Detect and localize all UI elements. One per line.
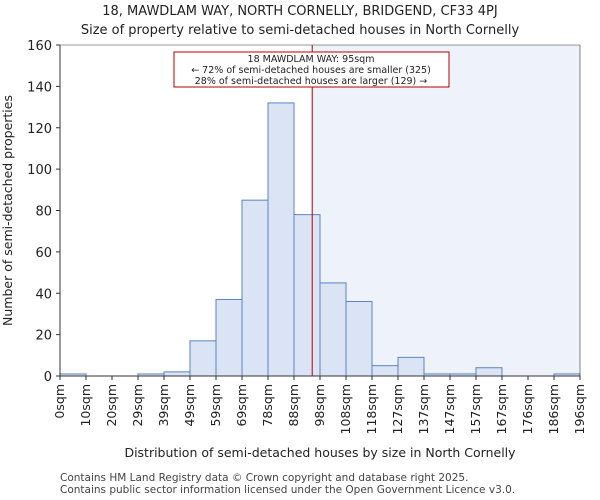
- x-tick-label: 137sqm: [416, 384, 431, 434]
- x-tick-label: 186sqm: [546, 384, 561, 434]
- y-tick-label: 160: [27, 39, 52, 54]
- annotation-smaller: ← 72% of semi-detached houses are smalle…: [191, 65, 431, 76]
- annotation-larger: 28% of semi-detached houses are larger (…: [195, 76, 428, 87]
- x-tick-label: 59sqm: [208, 384, 223, 427]
- bar-88sqm: [293, 214, 321, 377]
- x-tick-label: 176sqm: [520, 384, 535, 434]
- y-tick-label: 120: [27, 122, 52, 137]
- marker-annotation: 18 MAWDLAM WAY: 95sqm ← 72% of semi-deta…: [173, 51, 450, 88]
- y-tick-label: 20: [35, 329, 52, 344]
- x-axis-ticks: 0sqm 10sqm 20sqm 29sqm 39sqm 49sqm 59sqm 69sqm 7…: [52, 376, 587, 434]
- bar-39sqm: [163, 371, 191, 377]
- x-tick-label: 157sqm: [468, 384, 483, 434]
- x-tick-label: 49sqm: [182, 384, 197, 427]
- x-tick-label: 29sqm: [130, 384, 145, 427]
- y-axis-label: Number of semi-detached properties: [0, 95, 15, 326]
- annotation-title: 18 MAWDLAM WAY: 95sqm: [248, 54, 375, 65]
- y-tick-label: 60: [35, 246, 52, 261]
- y-tick-label: 40: [35, 287, 52, 302]
- histogram-chart: 18 MAWDLAM WAY: 95sqm ← 72% of semi-deta…: [0, 39, 587, 460]
- bar-98sqm: [319, 282, 347, 377]
- footer-line-2: Contains public sector information licen…: [60, 484, 516, 496]
- x-tick-label: 118sqm: [364, 384, 379, 434]
- x-tick-label: 10sqm: [78, 384, 93, 427]
- bar-157sqm: [475, 367, 503, 377]
- x-tick-label: 98sqm: [312, 384, 327, 427]
- x-axis-label: Distribution of semi-detached houses by …: [124, 445, 516, 460]
- bar-69sqm: [241, 199, 269, 377]
- y-tick-label: 140: [27, 80, 52, 95]
- x-tick-label: 78sqm: [260, 384, 275, 427]
- bar-127sqm: [397, 356, 425, 377]
- bar-59sqm: [215, 298, 243, 377]
- footer: Contains HM Land Registry data © Crown c…: [60, 472, 515, 496]
- x-tick-label: 127sqm: [390, 384, 405, 434]
- bar-49sqm: [189, 340, 217, 377]
- y-tick-label: 80: [35, 205, 52, 220]
- x-tick-label: 0sqm: [52, 384, 67, 419]
- y-axis-ticks: 0 20 40 60 80 100 120 140 160: [27, 39, 60, 385]
- chart-title: 18, MAWDLAM WAY, NORTH CORNELLY, BRIDGEN…: [0, 2, 600, 40]
- y-tick-label: 0: [44, 370, 52, 385]
- x-tick-label: 147sqm: [442, 384, 457, 434]
- bar-118sqm: [371, 365, 399, 377]
- y-tick-label: 100: [27, 163, 52, 178]
- x-tick-label: 88sqm: [286, 384, 301, 427]
- bar-78sqm: [267, 102, 295, 377]
- annotation-box: [173, 51, 450, 88]
- x-tick-label: 20sqm: [104, 384, 119, 427]
- footer-line-1: Contains HM Land Registry data © Crown c…: [60, 472, 469, 484]
- title-line-2: Size of property relative to semi-detach…: [80, 23, 520, 38]
- title-line-1: 18, MAWDLAM WAY, NORTH CORNELLY, BRIDGEN…: [102, 4, 498, 19]
- x-tick-label: 196sqm: [572, 384, 587, 434]
- x-tick-label: 69sqm: [234, 384, 249, 427]
- x-tick-label: 39sqm: [156, 384, 171, 427]
- bars: [59, 102, 581, 377]
- x-tick-label: 108sqm: [338, 384, 353, 434]
- bar-108sqm: [345, 301, 373, 377]
- x-tick-label: 167sqm: [494, 384, 509, 434]
